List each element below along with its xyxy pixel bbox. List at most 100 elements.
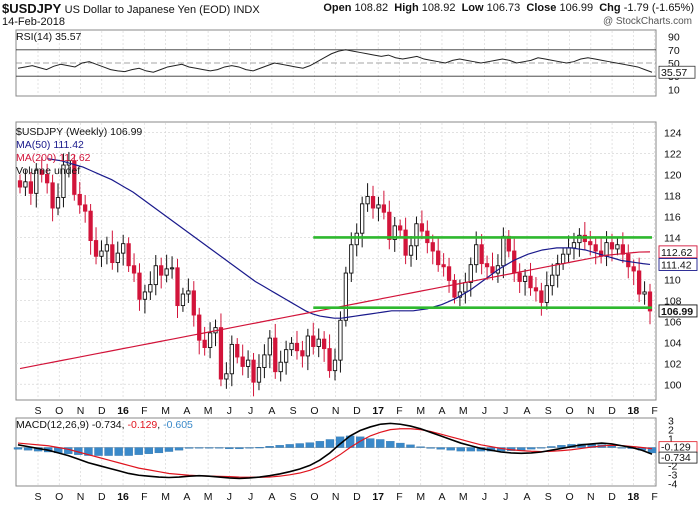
price-legend-ma50: MA(50) 111.42: [16, 139, 84, 151]
price-candle: [283, 349, 289, 363]
x-tick-label: A: [268, 405, 275, 417]
macd-histogram-bar: [104, 447, 113, 456]
price-legend-symbol: $USDJPY (Weekly) 106.99: [16, 126, 143, 138]
price-candle: [436, 250, 441, 266]
price-candle: [430, 242, 435, 252]
x-tick-label: N: [77, 491, 85, 503]
price-candle: [604, 242, 609, 257]
macd-histogram-bar: [617, 447, 626, 449]
x-tick-label: A: [438, 491, 445, 503]
x-tick-label: M: [416, 491, 425, 503]
x-tick-label: D: [608, 491, 616, 503]
x-tick-label: O: [55, 491, 63, 503]
macd-histogram-bar: [255, 447, 264, 449]
macd-histogram-bar: [366, 438, 375, 448]
price-candle: [343, 272, 348, 321]
price-candle: [392, 225, 397, 240]
x-tick-label: 18: [628, 405, 640, 417]
price-candle: [354, 232, 359, 246]
x-tick-label: 18: [628, 491, 640, 503]
price-candle: [468, 264, 473, 283]
price-y-tick-label: 106: [664, 316, 682, 328]
price-candle: [544, 285, 549, 303]
macd-histogram-bar: [325, 439, 335, 448]
macd-histogram-bar: [134, 447, 143, 455]
x-tick-label: J: [248, 405, 253, 417]
price-candle: [207, 332, 213, 348]
macd-histogram-bar: [335, 436, 345, 448]
price-candle: [517, 272, 522, 282]
price-y-tick-label: 118: [664, 190, 681, 202]
price-candle: [72, 160, 77, 195]
macd-histogram-bar: [124, 447, 133, 456]
x-tick-label: O: [55, 405, 63, 417]
close-value-label: 106.99: [661, 306, 693, 318]
x-tick-label: N: [587, 491, 595, 503]
price-candle: [550, 274, 555, 287]
price-candle: [322, 338, 327, 350]
price-y-tick-label: 114: [664, 232, 681, 244]
price-candle: [126, 243, 131, 267]
price-candle: [175, 267, 180, 307]
macd-y-tick-label: -3: [668, 469, 677, 481]
watermark: @ StockCharts.com: [602, 16, 692, 27]
x-tick-label: S: [545, 491, 552, 503]
x-tick-label: A: [524, 405, 531, 417]
price-candle: [17, 180, 23, 188]
price-y-tick-label: 116: [664, 211, 681, 223]
price-candle: [626, 253, 631, 268]
price-y-tick-label: 124: [664, 127, 682, 139]
x-tick-label: A: [524, 491, 531, 503]
macd-histogram-bar: [285, 444, 294, 448]
chart-date: 14-Feb-2018: [2, 16, 65, 28]
macd-histogram-bar: [245, 447, 254, 449]
price-candle: [294, 342, 300, 352]
macd-histogram-bar: [466, 447, 476, 452]
price-candle: [186, 290, 191, 295]
x-tick-label: O: [310, 405, 318, 417]
price-y-tick-label: 100: [664, 379, 682, 391]
price-candle: [55, 197, 61, 209]
x-tick-label: F: [651, 405, 657, 417]
rsi-value-box: [658, 65, 696, 79]
price-candle: [153, 265, 158, 286]
price-candle: [327, 348, 332, 372]
macd-histogram-bar: [557, 445, 566, 448]
macd-histogram-bar: [376, 439, 385, 448]
price-y-tick-label: 110: [664, 274, 681, 286]
x-tick-label: M: [161, 491, 170, 503]
symbol-description: US Dollar to Japanese Yen (EOD) INDX: [64, 4, 260, 16]
macd-y-tick-label: 3: [668, 416, 674, 428]
price-candle: [191, 290, 196, 316]
low-value: 106.73: [486, 2, 521, 14]
macd-histogram-bar: [205, 447, 214, 449]
price-candle: [61, 164, 66, 198]
price-candle: [164, 268, 169, 276]
macd-histogram-bar: [114, 447, 123, 456]
price-candle: [278, 361, 283, 373]
rsi-legend: RSI(14) 35.57: [16, 31, 82, 43]
close-value: 106.99: [559, 2, 594, 14]
macd-histogram-bar: [527, 447, 536, 450]
x-tick-label: J: [503, 405, 508, 417]
price-candle: [104, 244, 110, 252]
ohlc-summary: Open 108.82 High 108.92 Low 106.73 Close…: [323, 2, 694, 14]
macd-legend-macd: -0.734: [91, 419, 122, 431]
price-candle: [289, 342, 294, 351]
macd-histogram-bar: [446, 447, 455, 451]
macd-histogram-bar: [547, 446, 556, 448]
macd-histogram-bar: [416, 446, 425, 448]
price-candle: [262, 354, 267, 368]
price-candle: [642, 291, 647, 295]
macd-histogram-bar: [647, 447, 657, 454]
x-tick-label: 17: [372, 405, 384, 417]
price-candle: [381, 204, 387, 213]
macd-histogram-bar: [456, 447, 465, 452]
macd-y-tick-label: -2: [668, 460, 677, 472]
price-candle: [338, 319, 343, 361]
macd-histogram-bar: [426, 447, 435, 449]
price-candle: [159, 265, 164, 276]
price-candle: [131, 265, 137, 274]
price-candle: [522, 275, 528, 282]
